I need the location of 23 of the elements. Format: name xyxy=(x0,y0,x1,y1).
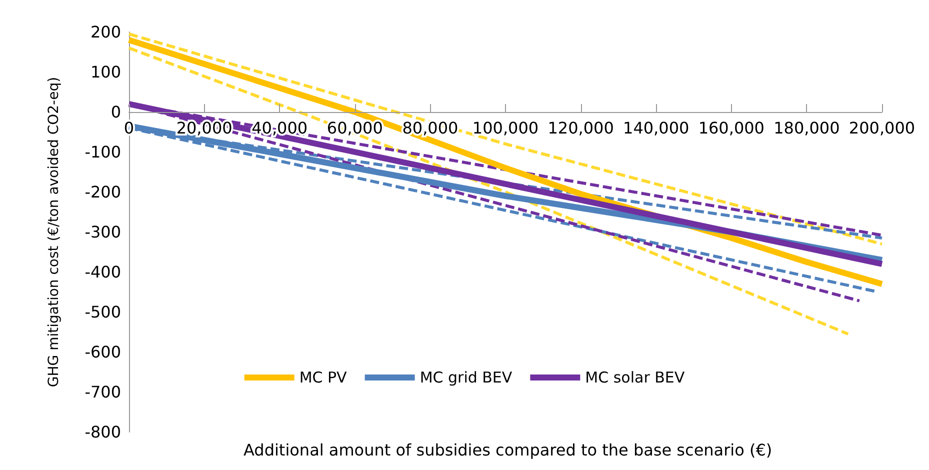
x-tick-label: 200,000 xyxy=(848,118,916,138)
legend-label: MC solar BEV xyxy=(585,368,686,386)
y-tick-label: 200 xyxy=(90,22,121,42)
y-tick-label: -200 xyxy=(84,182,121,202)
legend-label: MC PV xyxy=(299,368,348,386)
x-tick-label: 160,000 xyxy=(698,118,764,138)
y-tick-label: -400 xyxy=(84,262,121,282)
x-tick-label: 120,000 xyxy=(548,118,614,138)
y-tick-label: 0 xyxy=(110,102,121,122)
y-tick-label: -300 xyxy=(84,222,121,242)
y-tick-label: -700 xyxy=(84,382,121,402)
y-axis-title: GHG mitigation cost (€/ton avoided CO2-eq) xyxy=(46,76,62,388)
x-axis-title: Additional amount of subsidies compared to the base scenario (€) xyxy=(244,440,772,460)
legend-label: MC grid BEV xyxy=(420,368,513,386)
x-tick-label: 180,000 xyxy=(774,118,840,138)
y-tick-label: -800 xyxy=(84,422,121,442)
x-tick-label: 0 xyxy=(124,118,134,138)
y-tick-label: -600 xyxy=(84,342,121,362)
y-tick-label: 100 xyxy=(90,62,121,82)
y-tick-label: -500 xyxy=(84,302,121,322)
x-tick-label: 100,000 xyxy=(472,118,539,138)
x-tick-label: 140,000 xyxy=(623,118,690,138)
y-tick-label: -100 xyxy=(84,142,121,162)
